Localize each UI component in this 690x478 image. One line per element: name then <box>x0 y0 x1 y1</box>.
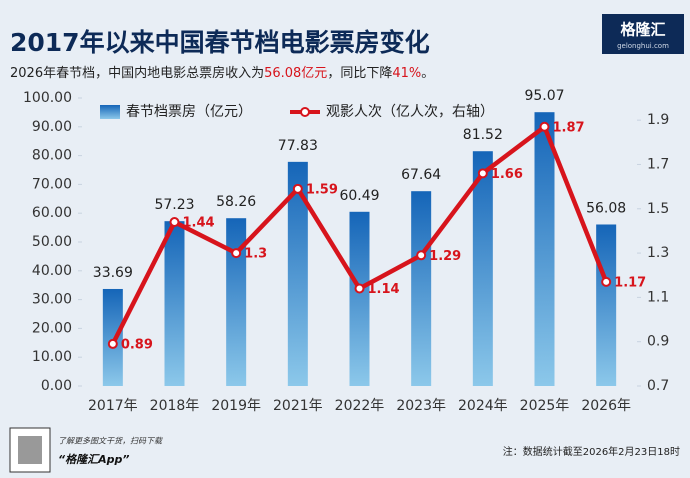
subtitle-part: ，同比下降 <box>327 66 392 81</box>
point <box>539 121 550 132</box>
y2-tick-label: 0.9 <box>647 334 669 350</box>
y-tick-label: 60.00 <box>32 205 72 221</box>
bar-value-label: 60.49 <box>339 188 379 204</box>
bar <box>287 161 308 386</box>
x-tick-label: 2023年 <box>396 398 446 414</box>
bar-value-label: 81.52 <box>463 127 503 143</box>
footer-text: 了解更多图文干货，扫码下载 <box>58 437 163 446</box>
subtitle-part: 2026年春节档，中国内地电影总票房收入为 <box>10 65 264 81</box>
bar <box>349 211 370 386</box>
y2-tick-label: 1.5 <box>647 201 669 217</box>
legend-label: 春节档票房（亿元） <box>126 104 252 120</box>
x-tick-label: 2024年 <box>458 398 508 414</box>
point <box>477 168 488 179</box>
line-value-label: 0.89 <box>121 337 153 352</box>
logo-url: gelonghui.com <box>617 42 669 50</box>
bar <box>102 288 123 386</box>
y-tick-label: 90.00 <box>32 119 72 135</box>
bar-value-label: 33.69 <box>93 265 133 281</box>
bar-value-label: 58.26 <box>216 194 256 210</box>
y-tick-label: 100.00 <box>23 90 72 106</box>
point <box>107 338 118 349</box>
x-tick-label: 2026年 <box>581 398 631 414</box>
footer-app: “格隆汇App” <box>58 453 129 466</box>
line-value-label: 1.3 <box>244 247 267 262</box>
bar-value-label: 57.23 <box>154 197 194 213</box>
y-tick-label: 70.00 <box>32 176 72 192</box>
bar-value-label: 77.83 <box>278 138 318 154</box>
y-tick-label: 40.00 <box>32 263 72 279</box>
line-value-label: 1.87 <box>553 120 585 135</box>
bar <box>534 112 555 387</box>
line-value-label: 1.17 <box>614 275 646 290</box>
line-value-label: 1.44 <box>183 216 215 231</box>
bar <box>596 224 617 386</box>
qr-pattern <box>18 436 42 464</box>
x-tick-label: 2017年 <box>88 398 138 414</box>
y2-tick-label: 1.7 <box>647 156 669 172</box>
y-tick-label: 0.00 <box>41 378 72 394</box>
point <box>354 283 365 294</box>
y2-tick-label: 0.7 <box>647 378 669 394</box>
y-tick-label: 30.00 <box>32 292 72 308</box>
y2-tick-label: 1.9 <box>647 112 669 128</box>
bar <box>472 151 493 386</box>
point <box>231 248 242 259</box>
x-tick-label: 2019年 <box>211 398 261 414</box>
bar <box>411 191 432 386</box>
line-value-label: 1.66 <box>491 167 523 182</box>
qr-code <box>9 427 51 473</box>
subtitle-highlight: 41% <box>392 66 421 81</box>
note: 注：数据统计截至2026年2月23日18时 <box>503 445 680 458</box>
x-tick-label: 2025年 <box>520 398 570 414</box>
line-value-label: 1.29 <box>429 249 461 264</box>
y-tick-label: 20.00 <box>32 320 72 336</box>
bar <box>226 218 247 386</box>
bar-value-label: 95.07 <box>524 88 564 104</box>
point <box>169 217 180 228</box>
y2-tick-label: 1.1 <box>647 289 669 305</box>
y2-tick-label: 1.3 <box>647 245 669 261</box>
subtitle-part: 。 <box>421 66 434 81</box>
y-tick-label: 10.00 <box>32 349 72 365</box>
x-tick-label: 2022年 <box>335 398 385 414</box>
subtitle-highlight: 56.08亿元 <box>264 66 327 81</box>
legend-swatch <box>100 105 120 119</box>
x-tick-label: 2021年 <box>273 398 323 414</box>
bar-value-label: 56.08 <box>586 200 626 216</box>
subtitle: 2026年春节档，中国内地电影总票房收入为56.08亿元，同比下降41%。 <box>10 65 434 81</box>
logo-box <box>602 14 684 54</box>
logo: 格隆汇 <box>620 21 665 39</box>
line-value-label: 1.14 <box>368 282 400 297</box>
point <box>292 183 303 194</box>
point <box>601 276 612 287</box>
legend-swatch <box>300 107 310 117</box>
line-value-label: 1.59 <box>306 182 338 197</box>
legend-label: 观影人次（亿人次，右轴） <box>326 104 494 120</box>
x-tick-label: 2018年 <box>150 398 200 414</box>
bar <box>164 221 185 386</box>
y-tick-label: 50.00 <box>32 234 72 250</box>
chart-title: 2017年以来中国春节档电影票房变化 <box>10 28 430 57</box>
point <box>416 250 427 261</box>
bar-value-label: 67.64 <box>401 167 441 183</box>
y-tick-label: 80.00 <box>32 148 72 164</box>
